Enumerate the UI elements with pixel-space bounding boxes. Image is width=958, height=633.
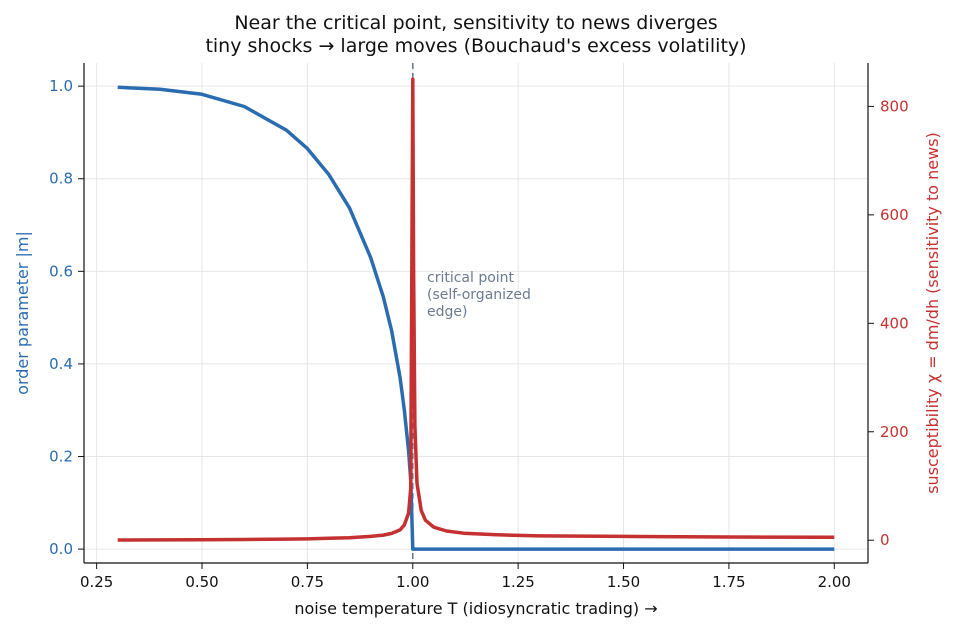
axes [83,63,869,564]
chart-title: Near the critical point, sensitivity to … [234,12,717,34]
x-tick-label: 1.00 [396,573,429,591]
y-tick-label-left: 0.4 [49,355,73,373]
grid [84,63,868,563]
y-axis-label-left: order parameter |m| [13,231,32,395]
ticks: 0.25 0.50 0.75 1.00 1.25 1.50 1.75 2.000.00.20.… [49,77,909,591]
x-axis-label: noise temperature T (idiosyncratic tradi… [294,599,657,618]
annotation-line: critical point [427,270,515,286]
x-tick-label: 0.75 [291,573,324,591]
y-tick-label-right: 600 [880,206,909,224]
chart-subtitle: tiny shocks → large moves (Bouchaud's ex… [205,35,746,57]
y-tick-label-left: 0.0 [49,540,73,558]
y-tick-label-right: 0 [880,531,890,549]
x-tick-label: 0.25 [80,573,113,591]
x-tick-label: 1.75 [712,573,745,591]
y-tick-label-left: 0.8 [49,170,73,188]
y-tick-label-left: 0.2 [49,448,73,466]
y-tick-label-left: 1.0 [49,77,73,95]
susceptibility-line [117,77,835,542]
x-tick-label: 1.50 [607,573,640,591]
order-parameter-line [117,85,835,551]
x-tick-label: 1.25 [501,573,534,591]
y-tick-label-right: 200 [880,423,909,441]
x-tick-label: 2.00 [818,573,851,591]
y-axis-label-right: susceptibility χ = dm/dh (sensitivity to… [923,132,942,494]
annotation-line: edge) [427,304,467,320]
y-tick-label-right: 800 [880,97,909,115]
series-group [117,77,835,551]
y-tick-label-right: 400 [880,314,909,332]
annotation-line: (self-organized [427,287,531,303]
x-tick-label: 0.50 [185,573,218,591]
y-tick-label-left: 0.6 [49,262,73,280]
